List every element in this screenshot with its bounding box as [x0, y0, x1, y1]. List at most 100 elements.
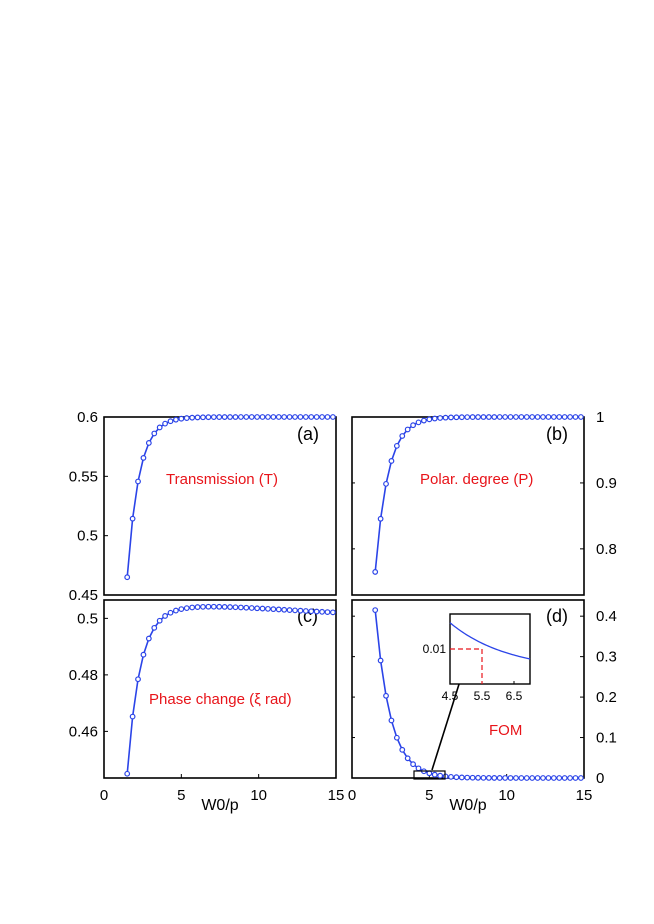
inset: 4.5 5.5 6.5 0.01 — [423, 613, 531, 703]
data-point — [399, 746, 406, 753]
panel-c-series — [124, 603, 336, 777]
data-point — [330, 609, 336, 616]
panel-b-label: (b) — [546, 424, 568, 444]
data-point — [507, 775, 514, 781]
data-point — [388, 458, 395, 464]
xtick-label: 15 — [576, 787, 593, 804]
panel-a: (a) Transmission (T) 0.6 0.55 0.5 0.45 — [69, 409, 337, 604]
data-point — [330, 414, 336, 420]
inset-xtick-label: 6.5 — [506, 689, 523, 703]
inset-xtick-label: 4.5 — [442, 689, 459, 703]
data-point — [151, 624, 158, 631]
data-point — [388, 717, 395, 724]
data-point — [162, 613, 168, 619]
data-point — [534, 414, 541, 420]
data-point — [507, 414, 514, 420]
data-point — [442, 414, 449, 421]
panel-c-frame — [103, 599, 337, 779]
data-point — [415, 765, 422, 772]
data-point — [308, 414, 315, 420]
data-point — [480, 774, 487, 781]
xtick-label: 5 — [177, 787, 185, 804]
data-point — [324, 609, 331, 615]
data-point — [567, 414, 573, 420]
data-point — [167, 418, 174, 425]
data-point — [529, 775, 536, 781]
data-point — [200, 414, 206, 421]
data-point — [534, 775, 541, 781]
panel-b-annotation: Polar. degree (P) — [420, 471, 533, 488]
data-point — [205, 603, 212, 610]
data-point — [302, 414, 309, 420]
xtick-label: 5 — [425, 787, 433, 804]
data-point — [173, 416, 179, 423]
panel-c: (c) Phase change (ξ rad) 0.50.480.460 5 10… — [69, 599, 345, 814]
xtick-label: 10 — [498, 787, 515, 804]
data-point — [292, 607, 298, 614]
data-point — [156, 617, 163, 624]
data-point — [281, 606, 288, 613]
data-point — [178, 415, 185, 422]
data-point — [275, 414, 282, 420]
data-point — [377, 515, 384, 522]
data-point — [308, 608, 315, 615]
data-point — [237, 414, 244, 420]
data-point — [545, 775, 552, 781]
data-point — [567, 775, 573, 781]
data-point — [518, 775, 525, 781]
data-point — [529, 414, 536, 420]
data-point — [491, 775, 498, 781]
data-point — [292, 414, 298, 420]
xtick-label: 0 — [348, 787, 356, 804]
data-point — [232, 414, 239, 420]
inset-ytick-label: 0.01 — [423, 642, 447, 656]
data-point — [259, 605, 266, 612]
panel-c-xlabel: W0/p — [201, 797, 238, 814]
data-point — [448, 414, 454, 421]
data-point — [426, 770, 433, 777]
data-point — [200, 603, 206, 610]
ytick-label: 1 — [596, 409, 604, 426]
data-point — [453, 414, 460, 421]
ytick-label: 0.1 — [596, 730, 617, 747]
ytick-label: 0.3 — [596, 649, 617, 666]
data-point — [458, 414, 465, 421]
inset-ticks: 4.5 5.5 6.5 0.01 — [423, 642, 523, 703]
data-point — [415, 419, 422, 426]
data-point — [140, 651, 147, 658]
data-point — [243, 604, 250, 611]
data-point — [210, 603, 217, 610]
data-point — [556, 775, 563, 781]
data-point — [145, 635, 152, 642]
data-point — [324, 414, 331, 420]
data-point — [248, 605, 255, 611]
xtick-label: 0 — [100, 787, 108, 804]
data-point — [216, 414, 223, 420]
data-point — [319, 414, 325, 420]
ytick-label: 0.48 — [69, 667, 98, 684]
data-point — [232, 604, 239, 611]
data-point — [194, 604, 201, 610]
data-point — [129, 515, 136, 522]
data-point — [502, 414, 509, 420]
data-point — [302, 608, 309, 614]
panel-d-xlabel: W0/p — [449, 797, 486, 814]
data-point — [210, 414, 217, 421]
data-point — [129, 713, 136, 720]
panel-c-ticks: 0.5 0.48 0.46 0 5 10 15 — [69, 610, 345, 804]
data-point — [248, 414, 255, 420]
data-point — [286, 414, 293, 420]
data-point — [475, 774, 481, 781]
panel-b: (b) Polar. degree (P) 1 0.9 0.8 — [351, 409, 617, 596]
data-point — [523, 775, 530, 781]
data-point — [227, 604, 233, 610]
data-point — [578, 775, 584, 781]
data-point — [372, 569, 379, 575]
data-point — [540, 414, 546, 420]
data-point — [540, 775, 546, 781]
data-point — [178, 606, 185, 613]
data-point — [437, 415, 444, 421]
xtick-label: 10 — [250, 787, 267, 804]
data-point — [404, 755, 411, 762]
